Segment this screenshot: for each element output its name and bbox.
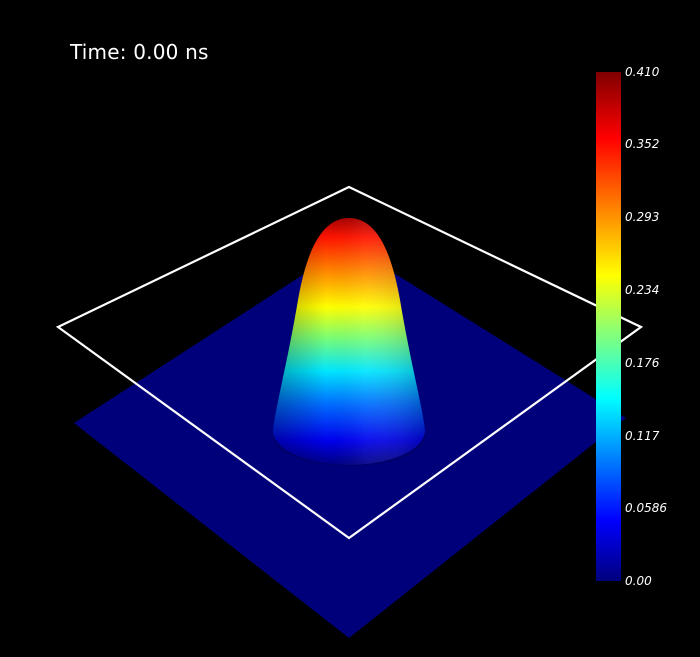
colorbar-tick-label: 0.117 [625, 428, 660, 443]
colorbar-tick-label: 0.410 [625, 65, 660, 79]
colorbar-tick-label: 0.0586 [625, 501, 667, 516]
gaussian-surface [273, 218, 425, 465]
colorbar-tick-label: 0.234 [625, 283, 660, 298]
colorbar-gradient[interactable] [596, 72, 621, 581]
time-label: Time: 0.00 ns [70, 40, 209, 64]
colorbar-tick-label: 0.00 [625, 574, 652, 588]
colorbar-tick-label: 0.293 [625, 210, 660, 225]
bounding-box-outline [55, 185, 644, 540]
colorbar-tick-label: 0.352 [625, 137, 660, 151]
colorbar-tick-label: 0.176 [625, 355, 660, 370]
